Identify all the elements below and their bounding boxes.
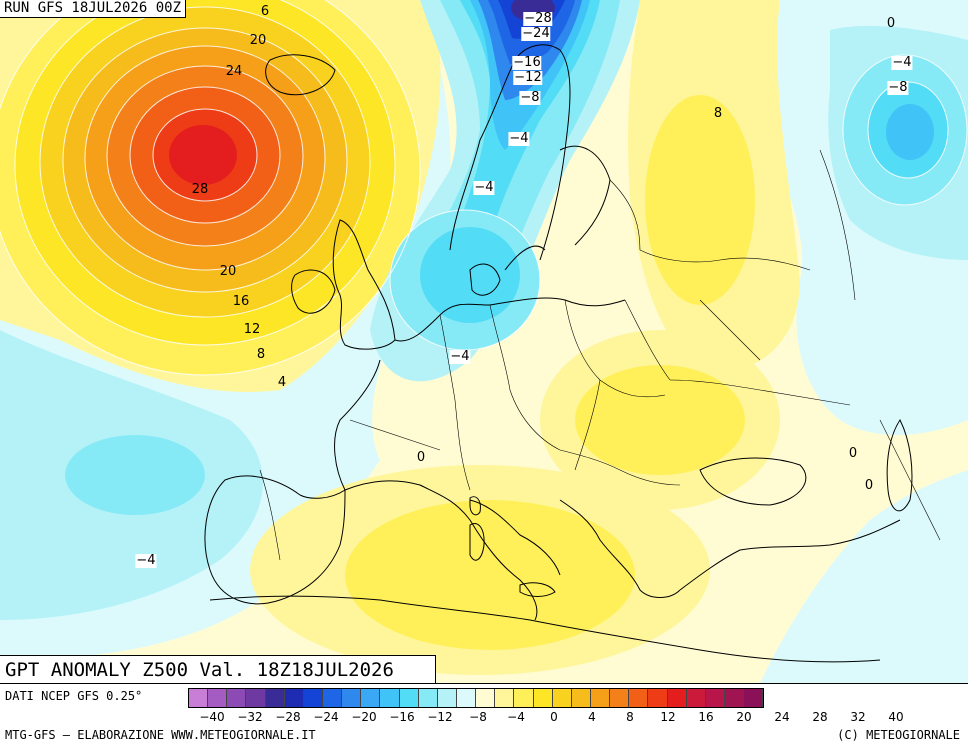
contour-label: 28 [191,182,209,197]
contour-label: 24 [225,64,243,79]
color-scale-swatch [590,689,611,707]
color-scale-tick-label: 32 [850,710,866,724]
contour-lines [0,0,968,376]
contour-label: 8 [713,106,723,121]
color-scale-tick-label: −4 [507,710,525,724]
color-scale-swatch [246,689,266,707]
contour-label: 0 [864,478,874,493]
contour-label: −8 [887,80,909,95]
contour-label: 20 [249,33,267,48]
color-scale-tick-label: 0 [550,710,558,724]
contour-label: 8 [256,347,266,362]
color-scale-swatch [456,689,477,707]
map-canvas [0,0,968,683]
contour-label: 4 [277,375,287,390]
contour-label: 6 [260,4,270,19]
color-scale-swatch [342,689,362,707]
contour-label: 12 [243,322,261,337]
contour-label: −4 [449,349,471,364]
data-source: DATI NCEP GFS 0.25° [5,689,143,703]
ridge-core [169,125,237,185]
color-scale-swatch [284,689,304,707]
color-scale-swatch [303,689,323,707]
color-scale-tick-label: 16 [698,710,714,724]
negative-anomaly-east-core [886,104,934,160]
contour-label: 16 [232,294,250,309]
contour-label: −4 [508,131,530,146]
color-scale-tick-label: −20 [351,710,377,724]
color-scale-swatch [495,689,515,707]
map-title: GPT ANOMALY Z500 Val. 18Z18JUL2026 [0,655,436,683]
contour-label: 0 [886,16,896,31]
ridge-russia [645,95,755,305]
color-scale-tick-label: 20 [736,710,752,724]
color-scale-swatch [476,689,496,707]
color-scale-swatch [686,689,706,707]
copyright-text: (C) METEOGIORNALE [837,728,960,742]
color-scale-swatch [189,689,209,707]
anomaly-map: 6 −28 −24 −16 −12 −8 −4 −4 −4 −4 −4 −8 0… [0,0,968,683]
color-scale-swatch [380,689,400,707]
color-scale-swatch [322,689,343,707]
color-scale-tick-label: −8 [469,710,487,724]
color-scale-swatch [418,689,438,707]
color-scale-swatch [724,689,745,707]
negative-anomaly-southeast [760,470,968,683]
credit-text: MTG-GFS — ELABORAZIONE WWW.METEOGIORNALE… [5,728,316,742]
color-scale-tick-label: 28 [812,710,828,724]
color-scale-tick-label: −24 [313,710,339,724]
color-scale-tick-label: 4 [588,710,596,724]
color-scale-swatch [610,689,630,707]
contour-label: 0 [416,450,426,465]
color-scale-tick-label: 24 [774,710,790,724]
color-scale [188,688,765,708]
color-scale-ticks: −40 −32 −28 −24 −20 −16 −12 −8 −4 0 4 8 12 16 20 24 28 32… [188,710,968,724]
color-scale-swatch [437,689,457,707]
contour-label: 0 [848,446,858,461]
contour-label: −28 [523,11,553,26]
color-scale-swatch [744,689,764,707]
negative-anomaly-atlantic-core [65,435,205,515]
ridge-med [345,500,635,650]
color-scale-swatch [399,689,419,707]
color-scale-swatch [227,689,247,707]
color-scale-swatch [265,689,285,707]
color-scale-tick-label: 12 [660,710,676,724]
color-scale-swatch [208,689,228,707]
contour-label: −12 [513,70,543,85]
color-scale-swatch [705,689,725,707]
color-scale-swatch [648,689,668,707]
contour-label: −8 [519,90,541,105]
color-scale-tick-label: −16 [389,710,415,724]
color-scale-swatch [533,689,553,707]
color-scale-swatch [552,689,572,707]
contour-label: 20 [219,264,237,279]
contour-label: −4 [135,553,157,568]
color-scale-tick-label: 40 [888,710,904,724]
run-label: RUN GFS 18JUL2026 00Z [0,0,187,18]
color-scale-swatch [361,689,381,707]
color-scale-tick-label: −32 [237,710,263,724]
country-borders [259,149,941,561]
contour-label: −4 [891,55,913,70]
color-scale-tick-label: −12 [427,710,453,724]
contour-label: −16 [512,55,542,70]
coastlines [204,44,913,663]
ridge-balkans [575,365,745,475]
color-scale-swatch [514,689,534,707]
contour-label: −4 [473,180,495,195]
color-scale-tick-label: −28 [275,710,301,724]
color-scale-swatch [629,689,649,707]
color-scale-tick-label: 8 [626,710,634,724]
footer: DATI NCEP GFS 0.25° −40 −32 −28 −24 −20 −16 −1… [0,683,968,746]
color-scale-swatch [571,689,591,707]
color-scale-tick-label: −40 [199,710,225,724]
color-scale-swatch [667,689,687,707]
contour-label: −24 [521,26,551,41]
